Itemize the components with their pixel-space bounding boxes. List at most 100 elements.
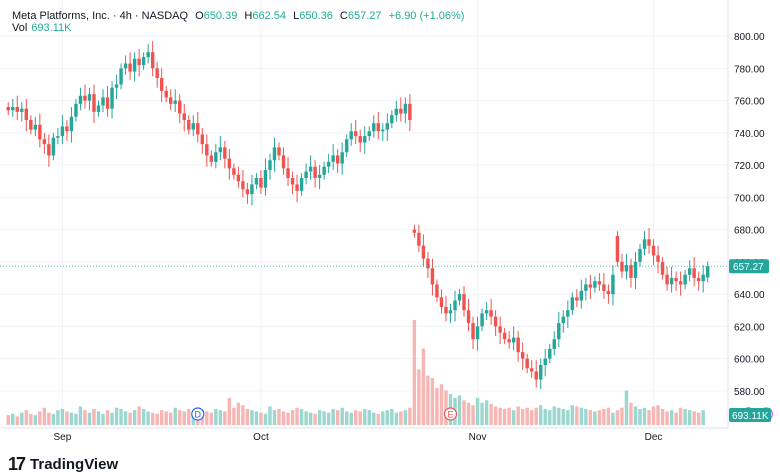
volume-bar — [620, 407, 624, 425]
volume-bar — [317, 410, 322, 425]
candle-body — [268, 160, 272, 170]
candle-body — [421, 245, 426, 259]
candle-body — [376, 123, 380, 132]
time-axis[interactable]: Sep Oct Nov Dec — [0, 427, 728, 443]
candle-body — [164, 90, 168, 98]
volume-bar — [69, 412, 74, 425]
y-tick-label: 620.00 — [734, 322, 765, 333]
volume-bar — [660, 408, 665, 425]
candle-body — [566, 310, 570, 317]
volume-bar — [83, 410, 87, 425]
candle-body — [484, 310, 489, 314]
candle-body — [489, 310, 493, 317]
candle-body — [417, 232, 421, 246]
volume-bar — [232, 407, 236, 425]
candle-body — [593, 281, 597, 288]
candle-body — [466, 310, 471, 324]
close-value: 657.27 — [347, 10, 382, 22]
candle-body — [552, 339, 556, 349]
candle-body — [647, 239, 651, 246]
candle-body — [141, 57, 146, 66]
candle-body — [196, 123, 200, 135]
candle-body — [602, 284, 606, 291]
volume-bar — [254, 411, 259, 425]
volume-bar — [250, 410, 254, 425]
candle-body — [335, 155, 340, 164]
candle-body — [665, 274, 669, 285]
candle-body — [669, 277, 674, 285]
candle-body — [624, 265, 629, 272]
candle-body — [575, 297, 579, 301]
y-tick-label: 780.00 — [734, 64, 765, 75]
candle-body — [561, 316, 566, 324]
volume-bar — [430, 378, 435, 425]
candle-body — [426, 258, 430, 269]
volume-bar — [358, 411, 362, 425]
volume-bar — [421, 348, 426, 425]
volume-bar — [187, 408, 191, 425]
candle-body — [439, 297, 444, 307]
volume-bar — [629, 402, 633, 425]
price-axis[interactable]: 580.00600.00620.00640.00660.00680.00700.… — [727, 0, 765, 429]
candle-body — [390, 115, 394, 124]
volume-bar — [87, 412, 92, 425]
candle-body — [105, 97, 110, 109]
symbol-title[interactable]: Meta Platforms, Inc. · 4h · NASDAQ — [12, 10, 189, 22]
volume-bar — [597, 410, 602, 425]
candle-body — [408, 103, 412, 120]
candle-body — [47, 144, 51, 156]
candle-body — [173, 100, 177, 104]
candle-body — [304, 171, 308, 178]
volume-bar — [566, 410, 570, 425]
volume-bar — [570, 405, 575, 425]
last-price-marker: 657.27 693.11K — [0, 259, 771, 422]
volume-bar — [687, 410, 692, 425]
tradingview-logo-icon: 17 — [8, 454, 26, 474]
volume-bar — [669, 410, 674, 425]
candle-body — [331, 155, 335, 162]
candle-body — [539, 365, 543, 380]
volume-bar — [141, 408, 146, 425]
candle-body — [588, 284, 593, 288]
candle-body — [399, 108, 403, 114]
y-tick-label: 680.00 — [734, 226, 765, 237]
tradingview-brand[interactable]: 17 TradingView — [8, 454, 118, 475]
volume-bar — [299, 408, 304, 425]
candle-body — [570, 297, 575, 311]
volume-bar — [674, 412, 678, 425]
candle-body — [367, 131, 371, 137]
candle-body — [250, 184, 254, 195]
candle-body — [543, 358, 547, 366]
candle-body — [525, 358, 529, 369]
candle-body — [191, 123, 195, 130]
candle-body — [354, 131, 358, 137]
volume-bar — [92, 408, 96, 425]
event-marker-label: D — [195, 410, 202, 420]
candle-body — [236, 174, 241, 182]
volume-bar — [51, 413, 56, 425]
candle-body — [187, 119, 191, 130]
candle-body — [584, 284, 588, 291]
candle-body — [475, 326, 480, 340]
volume-bar — [417, 369, 421, 425]
candle-body — [498, 326, 502, 333]
candle-body — [155, 68, 159, 79]
candle-body — [611, 274, 615, 295]
candle-body — [349, 131, 353, 140]
candle-body — [38, 124, 42, 140]
candle-body — [69, 116, 74, 132]
volume-bar — [579, 407, 584, 425]
volume-bar — [584, 408, 588, 425]
volume-bar — [367, 410, 371, 425]
volume-bar — [602, 408, 606, 425]
grid-lines — [0, 0, 728, 425]
volume-bar — [286, 412, 290, 425]
volume-bar — [263, 413, 268, 425]
x-tick-label: Oct — [253, 432, 269, 443]
volume-bar — [394, 412, 399, 425]
x-tick-label: Sep — [54, 432, 72, 443]
volume-bar — [656, 405, 660, 425]
candle-body — [128, 63, 132, 72]
volume-bar — [114, 407, 119, 425]
